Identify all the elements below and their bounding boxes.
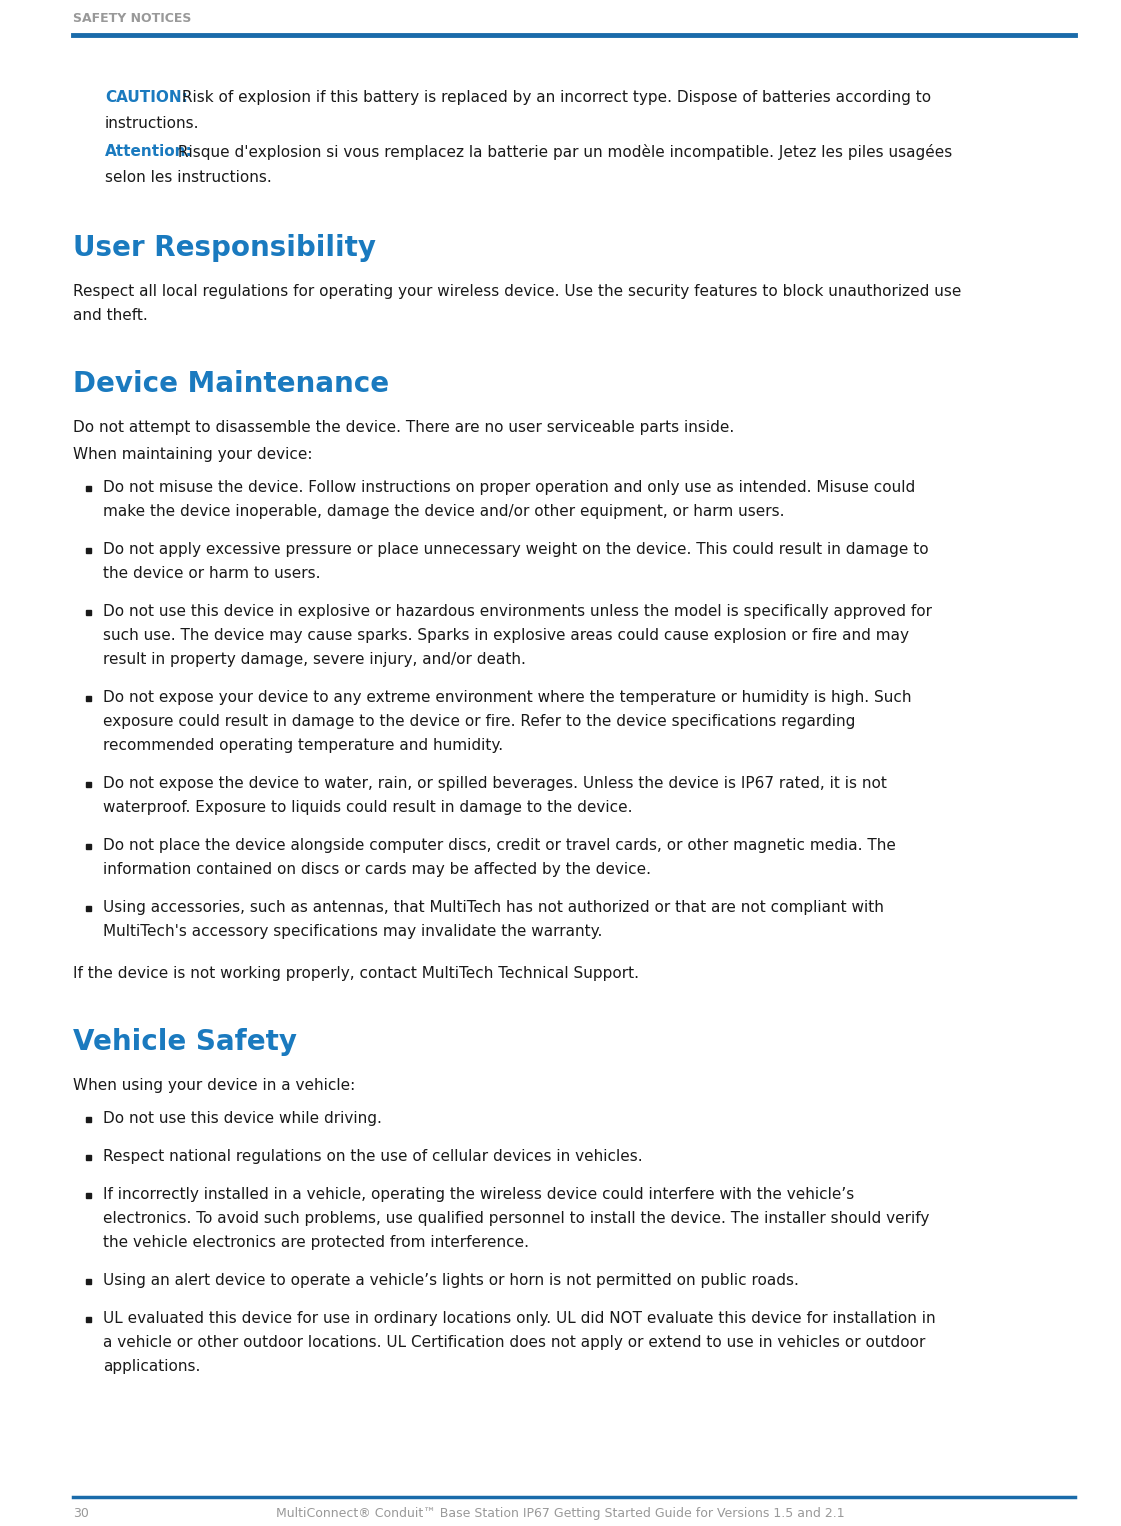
Text: applications.: applications. xyxy=(103,1360,201,1373)
Text: recommended operating temperature and humidity.: recommended operating temperature and hu… xyxy=(103,739,503,752)
Text: Do not misuse the device. Follow instructions on proper operation and only use a: Do not misuse the device. Follow instruc… xyxy=(103,481,915,494)
Text: such use. The device may cause sparks. Sparks in explosive areas could cause exp: such use. The device may cause sparks. S… xyxy=(103,629,909,642)
Text: 30: 30 xyxy=(73,1508,89,1520)
Text: When maintaining your device:: When maintaining your device: xyxy=(73,447,313,462)
Bar xyxy=(85,1317,91,1322)
Bar xyxy=(85,905,91,911)
Text: Do not place the device alongside computer discs, credit or travel cards, or oth: Do not place the device alongside comput… xyxy=(103,838,896,853)
Text: Risque d'explosion si vous remplacez la batterie par un modèle incompatible. Jet: Risque d'explosion si vous remplacez la … xyxy=(173,143,952,160)
Text: Vehicle Safety: Vehicle Safety xyxy=(73,1029,297,1056)
Text: SAFETY NOTICES: SAFETY NOTICES xyxy=(73,12,192,24)
Text: MultiTech's accessory specifications may invalidate the warranty.: MultiTech's accessory specifications may… xyxy=(103,925,602,938)
Text: When using your device in a vehicle:: When using your device in a vehicle: xyxy=(73,1077,355,1093)
Bar xyxy=(85,1117,91,1122)
Text: the vehicle electronics are protected from interference.: the vehicle electronics are protected fr… xyxy=(103,1235,529,1250)
Text: a vehicle or other outdoor locations. UL Certification does not apply or extend : a vehicle or other outdoor locations. UL… xyxy=(103,1335,925,1351)
Text: instructions.: instructions. xyxy=(105,116,200,131)
Text: CAUTION:: CAUTION: xyxy=(105,90,188,105)
Bar xyxy=(85,781,91,786)
Text: Using accessories, such as antennas, that MultiTech has not authorized or that a: Using accessories, such as antennas, tha… xyxy=(103,900,883,916)
Bar xyxy=(85,1279,91,1283)
Text: Do not apply excessive pressure or place unnecessary weight on the device. This : Do not apply excessive pressure or place… xyxy=(103,542,928,557)
Text: result in property damage, severe injury, and/or death.: result in property damage, severe injury… xyxy=(103,652,526,667)
Text: Risk of explosion if this battery is replaced by an incorrect type. Dispose of b: Risk of explosion if this battery is rep… xyxy=(177,90,932,105)
Text: Do not expose your device to any extreme environment where the temperature or hu: Do not expose your device to any extreme… xyxy=(103,690,911,705)
Text: Do not expose the device to water, rain, or spilled beverages. Unless the device: Do not expose the device to water, rain,… xyxy=(103,777,887,790)
Text: Do not use this device in explosive or hazardous environments unless the model i: Do not use this device in explosive or h… xyxy=(103,604,932,620)
Text: selon les instructions.: selon les instructions. xyxy=(105,169,271,185)
Text: the device or harm to users.: the device or harm to users. xyxy=(103,566,321,581)
Bar xyxy=(85,485,91,490)
Text: make the device inoperable, damage the device and/or other equipment, or harm us: make the device inoperable, damage the d… xyxy=(103,504,785,519)
Text: Using an alert device to operate a vehicle’s lights or horn is not permitted on : Using an alert device to operate a vehic… xyxy=(103,1273,799,1288)
Text: electronics. To avoid such problems, use qualified personnel to install the devi: electronics. To avoid such problems, use… xyxy=(103,1212,929,1225)
Text: MultiConnect® Conduit™ Base Station IP67 Getting Started Guide for Versions 1.5 : MultiConnect® Conduit™ Base Station IP67… xyxy=(276,1508,845,1520)
Text: exposure could result in damage to the device or fire. Refer to the device speci: exposure could result in damage to the d… xyxy=(103,714,855,729)
Text: If incorrectly installed in a vehicle, operating the wireless device could inter: If incorrectly installed in a vehicle, o… xyxy=(103,1187,854,1202)
Bar xyxy=(85,844,91,848)
Text: and theft.: and theft. xyxy=(73,308,148,324)
Bar xyxy=(85,1155,91,1160)
Text: waterproof. Exposure to liquids could result in damage to the device.: waterproof. Exposure to liquids could re… xyxy=(103,800,632,815)
Text: Respect all local regulations for operating your wireless device. Use the securi: Respect all local regulations for operat… xyxy=(73,284,962,299)
Text: UL evaluated this device for use in ordinary locations only. UL did NOT evaluate: UL evaluated this device for use in ordi… xyxy=(103,1311,936,1326)
Text: If the device is not working properly, contact MultiTech Technical Support.: If the device is not working properly, c… xyxy=(73,966,639,981)
Text: information contained on discs or cards may be affected by the device.: information contained on discs or cards … xyxy=(103,862,651,877)
Text: User Responsibility: User Responsibility xyxy=(73,233,376,262)
Bar xyxy=(85,696,91,700)
Bar xyxy=(85,609,91,615)
Text: Attention:: Attention: xyxy=(105,143,193,159)
Text: Device Maintenance: Device Maintenance xyxy=(73,369,389,398)
Bar xyxy=(85,548,91,552)
Text: Do not attempt to disassemble the device. There are no user serviceable parts in: Do not attempt to disassemble the device… xyxy=(73,420,734,435)
Text: Respect national regulations on the use of cellular devices in vehicles.: Respect national regulations on the use … xyxy=(103,1149,642,1164)
Text: Do not use this device while driving.: Do not use this device while driving. xyxy=(103,1111,382,1126)
Bar xyxy=(85,1192,91,1198)
